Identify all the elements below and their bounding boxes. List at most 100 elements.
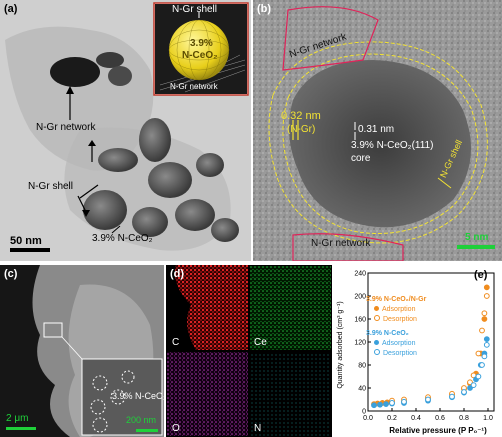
panel-a-particles [0, 0, 251, 261]
particle [96, 52, 124, 68]
data-point-series-1 [481, 310, 488, 317]
core-shell-sphere [169, 20, 229, 80]
data-point-series-3 [425, 396, 431, 403]
core-label-1: 3.9% N-CeO₂(111) [351, 140, 434, 151]
oxygen-map [167, 352, 248, 436]
y-tick-label: 0 [362, 409, 366, 416]
data-point-series-3 [479, 362, 485, 368]
y-tick-label: 160 [354, 317, 366, 324]
particle [139, 118, 171, 162]
x-tick-label: 0.0 [363, 415, 373, 422]
y-axis-label: Quantity adsorbed (cm³ g⁻¹) [337, 301, 344, 388]
particle [83, 190, 127, 230]
inset-shell-label: N-Gr shell [172, 4, 218, 15]
particle [98, 148, 138, 172]
map-label-ce: Ce [254, 337, 267, 348]
data-point-series-3 [449, 393, 455, 400]
inset-network-label: N-Gr network [170, 82, 218, 91]
legend-label: Adsorption [382, 340, 416, 347]
nitrogen-map [250, 352, 331, 436]
y-tick-label: 240 [354, 271, 366, 278]
panel-b-scale-bar [457, 245, 495, 249]
particle [175, 199, 215, 231]
panel-d-graphic [167, 265, 331, 436]
isotherm-plot: 0 40 80 120 160 200 240 0.0 0.2 0.4 0.6 0.8 1.0 Quan… [337, 271, 495, 435]
data-point-series-2 [483, 336, 490, 343]
map-label-o: O [172, 423, 180, 434]
data-point-series-3 [481, 353, 488, 360]
data-point-series-0 [483, 284, 490, 291]
inset-core-label-2: N-CeO₂ [182, 50, 218, 61]
panel-c-inset [81, 358, 163, 436]
panel-b-hrtem-image: (b) N-Gr network 0.32 nm (N-Gr) 0.31 nm … [253, 0, 502, 261]
legend-label: Adsorption [382, 306, 416, 313]
data-point-series-3 [461, 389, 467, 395]
cerium-map [250, 266, 331, 350]
ceo2-core [289, 60, 471, 228]
data-point-series-3 [389, 400, 395, 406]
data-point-series-2 [371, 402, 377, 409]
panel-b-lattice [253, 0, 502, 261]
particle [211, 218, 239, 242]
data-point-series-3 [470, 382, 477, 389]
x-tick-label: 0.6 [435, 415, 445, 422]
panel-d-label: (d) [170, 268, 185, 280]
legend-label: Desorption [383, 316, 417, 323]
shell-outline [268, 41, 488, 244]
x-axis-label: Relative pressure (P P₀⁻¹) [389, 426, 487, 435]
panel-d-eds-maps: (d) C Ce O N [166, 265, 332, 437]
y-tick-label: 40 [358, 386, 366, 393]
panel-a-scale-bar [10, 248, 50, 252]
legend-item: Adsorption [366, 339, 426, 349]
inset-core-label-1: 3.9% [190, 38, 213, 49]
legend-item: Adsorption [366, 305, 426, 315]
panel-c-graphic [6, 265, 164, 437]
panel-c-scale-main: 2 μm [6, 413, 29, 424]
y-tick-label: 120 [354, 340, 366, 347]
panel-e-isotherm-chart: 0 40 80 120 160 200 240 0.0 0.2 0.4 0.6 0.8 1.0 Quan… [334, 265, 502, 437]
carbon-map [175, 265, 248, 350]
data-point-series-3 [401, 398, 407, 405]
data-point-series-1 [467, 379, 473, 386]
panel-a-label: (a) [4, 3, 18, 15]
core-label-2: core [351, 153, 371, 164]
data-point-series-1 [475, 350, 482, 357]
data-point-series-3 [483, 341, 490, 348]
data-point-series-2 [377, 401, 383, 408]
panel-c-label: (c) [4, 268, 18, 280]
data-point-series-2 [467, 385, 473, 391]
shell-label: N-Gr shell [28, 181, 74, 192]
particle [108, 66, 132, 86]
y-tick-label: 80 [358, 363, 366, 370]
x-tick-label: 0.4 [411, 415, 421, 422]
spacing-label-1-sub: (N-Gr) [287, 124, 316, 135]
data-point-series-1 [483, 293, 490, 299]
x-tick-label: 1.0 [483, 415, 493, 422]
particle [132, 207, 168, 237]
spacing-label-1: 0.32 nm [281, 110, 321, 122]
panel-b-scale-text: 5 nm [465, 232, 489, 243]
chart-legend: 3.9% N-CeO₂/N-Gr Adsorption Desorption 3… [366, 295, 426, 359]
panel-c-scale-bar [6, 427, 36, 430]
panel-a-tem-image: (a) N-Gr shell 3.9% N-CeO₂ N-Gr network … [0, 0, 251, 261]
panel-c-inset-text: 3.9% N-CeO₂ [112, 391, 164, 401]
panel-e-label: (e) [474, 269, 488, 281]
network-outline-bottom [292, 233, 404, 261]
legend-item: Desorption [366, 315, 426, 325]
particle [196, 153, 224, 177]
panel-b-label: (b) [257, 3, 272, 15]
spacing-label-2: 0.31 nm [358, 124, 395, 135]
data-point-series-2 [383, 401, 389, 408]
network-outline-top [282, 6, 379, 71]
particle [148, 162, 192, 198]
particle [50, 57, 100, 87]
legend-group-ceo2: 3.9% N-CeO₂ [366, 330, 409, 337]
network-label: N-Gr network [36, 122, 96, 133]
data-point-series-0 [481, 316, 488, 322]
x-tick-label: 0.8 [459, 415, 469, 422]
map-label-c: C [172, 337, 180, 348]
data-point-series-3 [475, 373, 482, 380]
legend-label: Desorption [383, 350, 417, 357]
legend-item: Desorption [366, 349, 426, 359]
core-label: 3.9% N-CeO₂ [92, 233, 153, 244]
